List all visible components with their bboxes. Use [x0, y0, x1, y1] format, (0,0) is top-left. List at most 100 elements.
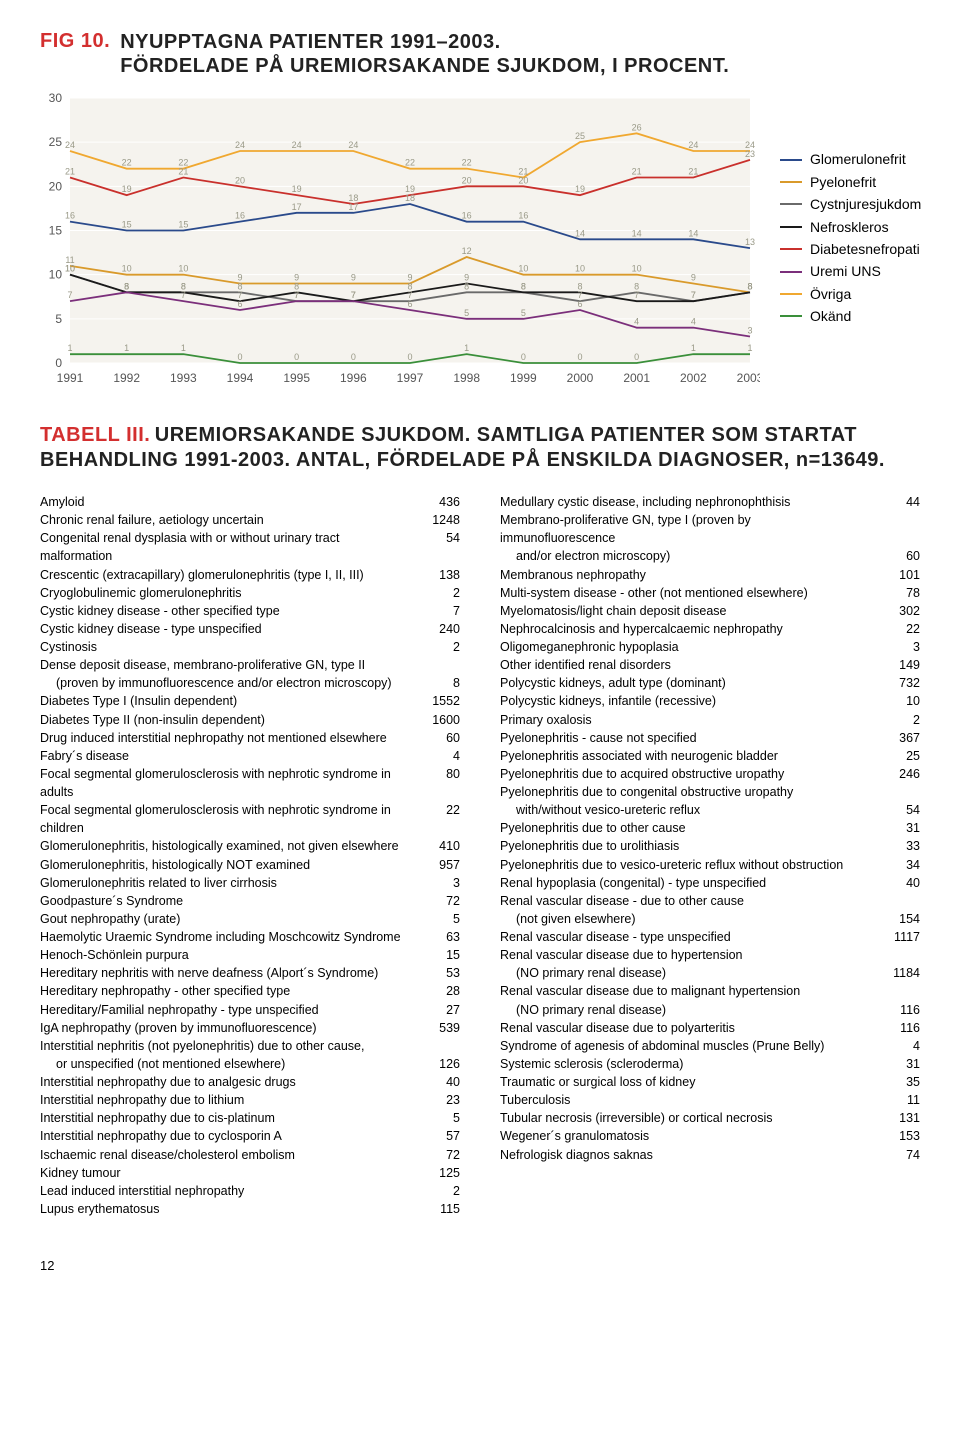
diagnosis-count: 732	[875, 674, 920, 692]
diagnosis-name: Cystic kidney disease - other specified …	[40, 602, 290, 620]
diagnosis-name: Cystic kidney disease - type unspecified	[40, 620, 272, 638]
svg-text:20: 20	[518, 175, 528, 185]
diagnosis-name: (NO primary renal disease)	[500, 964, 676, 982]
svg-text:9: 9	[464, 273, 469, 283]
diagnosis-count: 2	[875, 711, 920, 729]
svg-text:1993: 1993	[170, 371, 197, 385]
svg-text:10: 10	[575, 264, 585, 274]
svg-text:1994: 1994	[227, 371, 254, 385]
diagnosis-name: Renal vascular disease - due to other ca…	[500, 892, 754, 910]
table-row: Systemic sclerosis (scleroderma)31	[500, 1055, 920, 1073]
svg-text:0: 0	[577, 352, 582, 362]
svg-text:1991: 1991	[57, 371, 84, 385]
diagnosis-name: Myelomatosis/light chain deposit disease	[500, 602, 737, 620]
svg-text:20: 20	[235, 175, 245, 185]
svg-text:1999: 1999	[510, 371, 537, 385]
diagnosis-name: Amyloid	[40, 493, 94, 511]
svg-text:9: 9	[351, 273, 356, 283]
table-row: Pyelonephritis - cause not specified367	[500, 729, 920, 747]
svg-text:22: 22	[462, 158, 472, 168]
diagnosis-count: 302	[875, 602, 920, 620]
diagnosis-count: 101	[875, 566, 920, 584]
diagnosis-count: 35	[875, 1073, 920, 1091]
svg-text:21: 21	[65, 167, 75, 177]
diagnosis-count	[875, 892, 920, 910]
diagnosis-count: 436	[415, 493, 460, 511]
diagnosis-count: 34	[875, 856, 920, 874]
table-row: Interstitial nephropathy due to cyclospo…	[40, 1127, 460, 1145]
svg-text:7: 7	[691, 290, 696, 300]
diagnosis-name: Tubular necrosis (irreversible) or corti…	[500, 1109, 783, 1127]
svg-text:7: 7	[634, 290, 639, 300]
diagnosis-count: 25	[875, 747, 920, 765]
diagnosis-name: Cryoglobulinemic glomerulonephritis	[40, 584, 251, 602]
table-row: Hereditary nephropathy - other specified…	[40, 982, 460, 1000]
table-title: UREMIORSAKANDE SJUKDOM. SAMTLIGA PATIENT…	[40, 424, 885, 471]
diagnosis-name: Wegener´s granulomatosis	[500, 1127, 659, 1145]
svg-text:8: 8	[407, 281, 412, 291]
table-label: TABELL III.	[40, 424, 150, 446]
diagnosis-name: Membrano-proliferative GN, type I (prove…	[500, 511, 875, 547]
table-row: or unspecified (not mentioned elsewhere)…	[40, 1055, 460, 1073]
table-row: Cystic kidney disease - type unspecified…	[40, 620, 460, 638]
svg-text:15: 15	[122, 220, 132, 230]
diagnosis-name: Kidney tumour	[40, 1164, 131, 1182]
diagnosis-name: Hereditary nephritis with nerve deafness…	[40, 964, 388, 982]
svg-text:7: 7	[351, 290, 356, 300]
diagnosis-count: 11	[875, 1091, 920, 1109]
legend-label: Cystnjuresjukdom	[810, 193, 921, 215]
svg-text:10: 10	[178, 264, 188, 274]
legend-label: Diabetesnefropati	[810, 238, 920, 260]
table-row: Renal vascular disease - type unspecifie…	[500, 928, 920, 946]
diagnosis-count: 27	[415, 1001, 460, 1019]
diagnosis-name: Focal segmental glomerulosclerosis with …	[40, 801, 415, 837]
svg-text:0: 0	[407, 352, 412, 362]
diagnosis-count: 957	[415, 856, 460, 874]
svg-text:22: 22	[178, 158, 188, 168]
svg-text:5: 5	[55, 312, 62, 326]
diagnosis-name: Primary oxalosis	[500, 711, 602, 729]
svg-text:15: 15	[178, 220, 188, 230]
table-row: Lupus erythematosus115	[40, 1200, 460, 1218]
diagnosis-name: Cystinosis	[40, 638, 107, 656]
diagnosis-name: Renal vascular disease due to hypertensi…	[500, 946, 753, 964]
diagnosis-name: Crescentic (extracapillary) glomerulonep…	[40, 566, 374, 584]
diagnosis-name: Hereditary/Familial nephropathy - type u…	[40, 1001, 329, 1019]
diagnosis-count: 31	[875, 1055, 920, 1073]
table-row: Lead induced interstitial nephropathy2	[40, 1182, 460, 1200]
svg-text:2000: 2000	[567, 371, 594, 385]
diagnosis-name: (proven by immunofluorescence and/or ele…	[40, 674, 402, 692]
svg-text:0: 0	[634, 352, 639, 362]
diagnosis-count: 131	[875, 1109, 920, 1127]
diagnosis-name: (NO primary renal disease)	[500, 1001, 676, 1019]
table-row: Hereditary nephritis with nerve deafness…	[40, 964, 460, 982]
svg-text:21: 21	[178, 167, 188, 177]
figure-label: FIG 10.	[40, 30, 110, 53]
svg-text:5: 5	[521, 308, 526, 318]
diagnosis-name: Renal hypoplasia (congenital) - type uns…	[500, 874, 776, 892]
table-row: Glomerulonephritis related to liver cirr…	[40, 874, 460, 892]
table-row: Crescentic (extracapillary) glomerulonep…	[40, 566, 460, 584]
svg-text:1998: 1998	[453, 371, 480, 385]
diagnosis-count: 23	[415, 1091, 460, 1109]
diagnosis-name: Tuberculosis	[500, 1091, 580, 1109]
legend-swatch	[780, 159, 802, 161]
table-row: Gout nephropathy (urate)5	[40, 910, 460, 928]
diagnosis-count: 33	[875, 837, 920, 855]
diagnosis-name: Interstitial nephropathy due to lithium	[40, 1091, 254, 1109]
svg-text:7: 7	[181, 290, 186, 300]
table-row: Polycystic kidneys, infantile (recessive…	[500, 692, 920, 710]
svg-text:4: 4	[691, 317, 696, 327]
legend-label: Uremi UNS	[810, 260, 881, 282]
legend-label: Okänd	[810, 305, 851, 327]
diagnosis-count: 126	[415, 1055, 460, 1073]
svg-text:6: 6	[237, 299, 242, 309]
svg-text:1: 1	[691, 343, 696, 353]
svg-text:1: 1	[181, 343, 186, 353]
table-row: Wegener´s granulomatosis153	[500, 1127, 920, 1145]
diagnosis-count: 72	[415, 1146, 460, 1164]
diagnosis-count: 22	[875, 620, 920, 638]
table-row: Syndrome of agenesis of abdominal muscle…	[500, 1037, 920, 1055]
table-row: Amyloid 436	[40, 493, 460, 511]
table-row: Glomerulonephritis, histologically NOT e…	[40, 856, 460, 874]
